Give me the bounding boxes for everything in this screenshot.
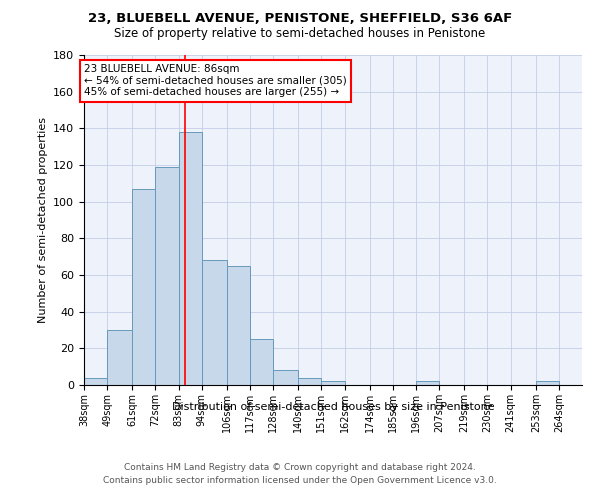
Bar xyxy=(107,330,133,385)
Text: 23 BLUEBELL AVENUE: 86sqm
← 54% of semi-detached houses are smaller (305)
45% of: 23 BLUEBELL AVENUE: 86sqm ← 54% of semi-… xyxy=(84,64,347,98)
Bar xyxy=(322,382,344,385)
Bar xyxy=(416,382,439,385)
Bar xyxy=(133,189,155,385)
Text: 23, BLUEBELL AVENUE, PENISTONE, SHEFFIELD, S36 6AF: 23, BLUEBELL AVENUE, PENISTONE, SHEFFIEL… xyxy=(88,12,512,26)
Bar xyxy=(250,339,273,385)
Bar xyxy=(155,167,179,385)
Bar xyxy=(298,378,322,385)
Text: Contains HM Land Registry data © Crown copyright and database right 2024.: Contains HM Land Registry data © Crown c… xyxy=(124,464,476,472)
Bar xyxy=(179,132,202,385)
Text: Contains public sector information licensed under the Open Government Licence v3: Contains public sector information licen… xyxy=(103,476,497,485)
Text: Size of property relative to semi-detached houses in Penistone: Size of property relative to semi-detach… xyxy=(115,28,485,40)
Y-axis label: Number of semi-detached properties: Number of semi-detached properties xyxy=(38,117,47,323)
Bar xyxy=(227,266,250,385)
Bar xyxy=(84,378,107,385)
Bar xyxy=(536,382,559,385)
Bar xyxy=(273,370,298,385)
Bar xyxy=(202,260,227,385)
Text: Distribution of semi-detached houses by size in Penistone: Distribution of semi-detached houses by … xyxy=(172,402,494,412)
